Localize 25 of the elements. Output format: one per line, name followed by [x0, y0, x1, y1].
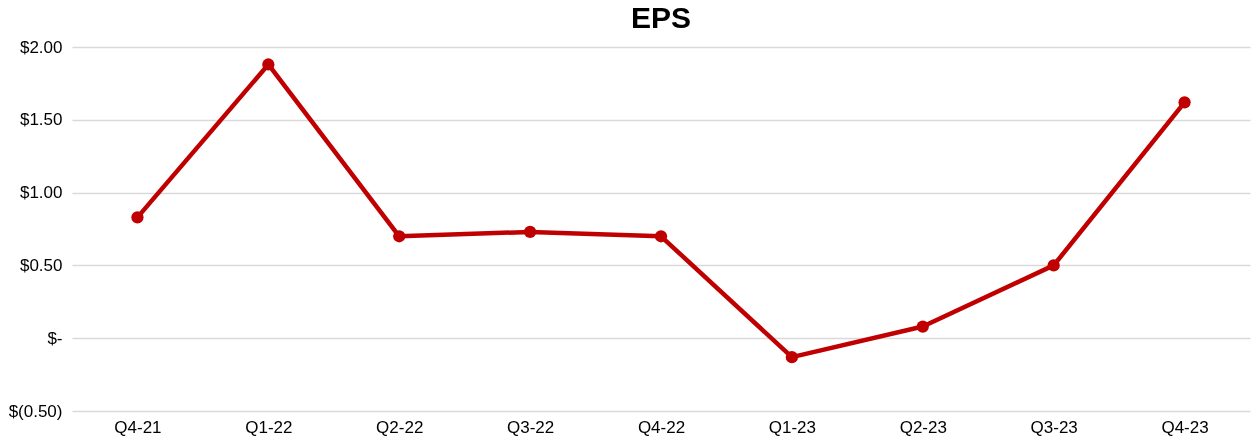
y-tick-label: $1.00: [19, 183, 63, 203]
x-tick-label: Q4-23: [1161, 417, 1209, 437]
y-tick-label: $2.00: [19, 37, 63, 57]
point: [131, 211, 144, 224]
y-tick-label: $1.50: [19, 110, 63, 130]
x-tick-label: Q4-22: [637, 417, 686, 437]
point: [1178, 96, 1191, 109]
y-tick-label: $-: [47, 328, 63, 348]
point: [523, 225, 537, 239]
point: [654, 230, 668, 243]
y-tick-label: $0.50: [19, 255, 63, 275]
x-tick-label: Q1-23: [768, 417, 817, 437]
x-tick-label: Q3-22: [506, 417, 555, 437]
x-tick-label: Q2-22: [376, 417, 424, 437]
y-tick-label: $(0.50): [8, 401, 63, 421]
point: [916, 320, 929, 333]
point: [393, 230, 406, 243]
point: [785, 351, 799, 364]
chart-title: EPS: [630, 1, 692, 34]
x-tick-label: Q3-23: [1030, 417, 1078, 437]
point: [1047, 259, 1060, 272]
x-tick-label: Q2-23: [899, 417, 947, 437]
x-tick-label: Q4-21: [114, 417, 162, 437]
x-tick-label: Q1-22: [245, 417, 293, 437]
point: [262, 58, 275, 71]
